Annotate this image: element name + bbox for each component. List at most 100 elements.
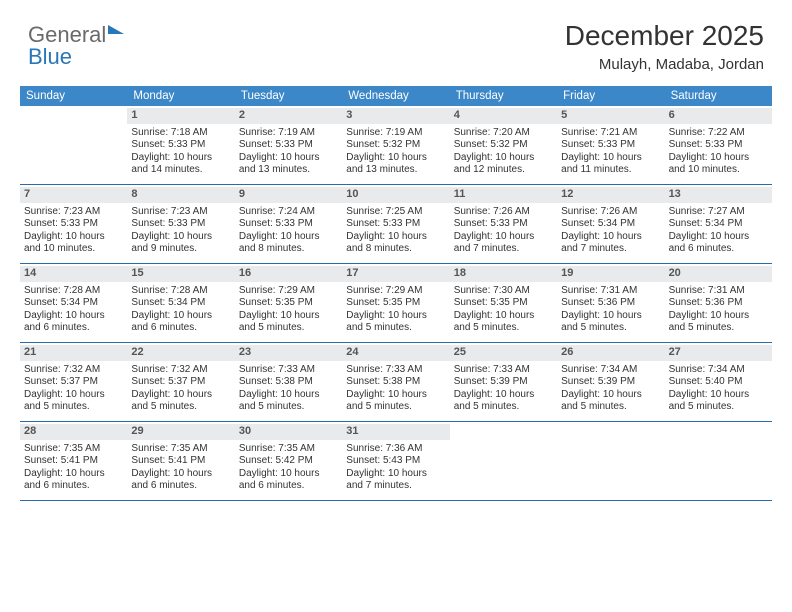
sunset-text: Sunset: 5:35 PM xyxy=(346,297,445,310)
daylight-text: Daylight: 10 hours and 6 minutes. xyxy=(24,468,123,493)
calendar-day: 29Sunrise: 7:35 AMSunset: 5:41 PMDayligh… xyxy=(127,422,234,500)
daylight-text: Daylight: 10 hours and 5 minutes. xyxy=(669,310,768,335)
weekday-label: Wednesday xyxy=(342,86,449,106)
sunrise-text: Sunrise: 7:29 AM xyxy=(239,285,338,298)
calendar-day: 23Sunrise: 7:33 AMSunset: 5:38 PMDayligh… xyxy=(235,343,342,421)
calendar: SundayMondayTuesdayWednesdayThursdayFrid… xyxy=(20,86,772,501)
day-number: 11 xyxy=(450,187,557,203)
day-number: 7 xyxy=(20,187,127,203)
calendar-day: 16 Sunrise: 7:29 AMSunset: 5:35 PMDayligh… xyxy=(235,264,342,342)
sunset-text: Sunset: 5:42 PM xyxy=(239,455,338,468)
sunrise-text: Sunrise: 7:23 AM xyxy=(24,206,123,219)
calendar-day: 6Sunrise: 7:22 AMSunset: 5:33 PMDaylight… xyxy=(665,106,772,184)
calendar-week: 21Sunrise: 7:32 AMSunset: 5:37 PMDayligh… xyxy=(20,343,772,422)
sunset-text: Sunset: 5:41 PM xyxy=(24,455,123,468)
sunrise-text: Sunrise: 7:34 AM xyxy=(561,364,660,377)
day-number: 25 xyxy=(450,345,557,361)
calendar-day: 11Sunrise: 7:26 AMSunset: 5:33 PMDayligh… xyxy=(450,185,557,263)
weekday-label: Friday xyxy=(557,86,664,106)
calendar-day: 27Sunrise: 7:34 AMSunset: 5:40 PMDayligh… xyxy=(665,343,772,421)
sunrise-text: Sunrise: 7:20 AM xyxy=(454,127,553,140)
weekday-label: Saturday xyxy=(665,86,772,106)
calendar-day: 7Sunrise: 7:23 AMSunset: 5:33 PMDaylight… xyxy=(20,185,127,263)
daylight-text: Daylight: 10 hours and 5 minutes. xyxy=(454,389,553,414)
day-number: 13 xyxy=(665,187,772,203)
calendar-day-empty xyxy=(557,422,664,500)
sunrise-text: Sunrise: 7:33 AM xyxy=(239,364,338,377)
daylight-text: Daylight: 10 hours and 11 minutes. xyxy=(561,152,660,177)
daylight-text: Daylight: 10 hours and 13 minutes. xyxy=(346,152,445,177)
calendar-day: 31 Sunrise: 7:36 AMSunset: 5:43 PMDayligh… xyxy=(342,422,449,500)
sunset-text: Sunset: 5:39 PM xyxy=(561,376,660,389)
sunset-text: Sunset: 5:40 PM xyxy=(669,376,768,389)
sunset-text: Sunset: 5:43 PM xyxy=(346,455,445,468)
calendar-day: 4Sunrise: 7:20 AMSunset: 5:32 PMDaylight… xyxy=(450,106,557,184)
day-number: 31 xyxy=(342,424,449,440)
sunrise-text: Sunrise: 7:19 AM xyxy=(239,127,338,140)
daylight-text: Daylight: 10 hours and 12 minutes. xyxy=(454,152,553,177)
sunrise-text: Sunrise: 7:35 AM xyxy=(24,443,123,456)
sunrise-text: Sunrise: 7:32 AM xyxy=(131,364,230,377)
sunset-text: Sunset: 5:36 PM xyxy=(561,297,660,310)
sunset-text: Sunset: 5:34 PM xyxy=(561,218,660,231)
calendar-day: 14Sunrise: 7:28 AMSunset: 5:34 PMDayligh… xyxy=(20,264,127,342)
calendar-day: 9Sunrise: 7:24 AMSunset: 5:33 PMDaylight… xyxy=(235,185,342,263)
daylight-text: Daylight: 10 hours and 7 minutes. xyxy=(346,468,445,493)
daylight-text: Daylight: 10 hours and 7 minutes. xyxy=(561,231,660,256)
sunrise-text: Sunrise: 7:31 AM xyxy=(561,285,660,298)
weekday-label: Tuesday xyxy=(235,86,342,106)
daylight-text: Daylight: 10 hours and 13 minutes. xyxy=(239,152,338,177)
sunset-text: Sunset: 5:33 PM xyxy=(131,139,230,152)
sunrise-text: Sunrise: 7:35 AM xyxy=(131,443,230,456)
calendar-day-empty xyxy=(450,422,557,500)
daylight-text: Daylight: 10 hours and 10 minutes. xyxy=(669,152,768,177)
sunrise-text: Sunrise: 7:36 AM xyxy=(346,443,445,456)
calendar-week: 28Sunrise: 7:35 AMSunset: 5:41 PMDayligh… xyxy=(20,422,772,501)
day-number: 20 xyxy=(665,266,772,282)
sunrise-text: Sunrise: 7:25 AM xyxy=(346,206,445,219)
day-number: 26 xyxy=(557,345,664,361)
day-number: 5 xyxy=(557,108,664,124)
sunset-text: Sunset: 5:34 PM xyxy=(24,297,123,310)
header-right: December 2025 Mulayh, Madaba, Jordan xyxy=(565,20,764,73)
daylight-text: Daylight: 10 hours and 6 minutes. xyxy=(669,231,768,256)
calendar-day: 18Sunrise: 7:30 AMSunset: 5:35 PMDayligh… xyxy=(450,264,557,342)
calendar-day: 19Sunrise: 7:31 AMSunset: 5:36 PMDayligh… xyxy=(557,264,664,342)
daylight-text: Daylight: 10 hours and 5 minutes. xyxy=(669,389,768,414)
calendar-day: 8Sunrise: 7:23 AMSunset: 5:33 PMDaylight… xyxy=(127,185,234,263)
calendar-day: 22Sunrise: 7:32 AMSunset: 5:37 PMDayligh… xyxy=(127,343,234,421)
sunrise-text: Sunrise: 7:31 AM xyxy=(669,285,768,298)
calendar-day: 20 Sunrise: 7:31 AMSunset: 5:36 PMDayligh… xyxy=(665,264,772,342)
sunrise-text: Sunrise: 7:28 AM xyxy=(24,285,123,298)
daylight-text: Daylight: 10 hours and 5 minutes. xyxy=(131,389,230,414)
calendar-day: 28Sunrise: 7:35 AMSunset: 5:41 PMDayligh… xyxy=(20,422,127,500)
calendar-week: 14Sunrise: 7:28 AMSunset: 5:34 PMDayligh… xyxy=(20,264,772,343)
sunset-text: Sunset: 5:35 PM xyxy=(239,297,338,310)
sunset-text: Sunset: 5:35 PM xyxy=(454,297,553,310)
sunset-text: Sunset: 5:41 PM xyxy=(131,455,230,468)
day-number: 16 xyxy=(235,266,342,282)
sunset-text: Sunset: 5:37 PM xyxy=(131,376,230,389)
calendar-day: 2Sunrise: 7:19 AMSunset: 5:33 PMDaylight… xyxy=(235,106,342,184)
calendar-day: 21Sunrise: 7:32 AMSunset: 5:37 PMDayligh… xyxy=(20,343,127,421)
daylight-text: Daylight: 10 hours and 9 minutes. xyxy=(131,231,230,256)
sunset-text: Sunset: 5:34 PM xyxy=(669,218,768,231)
daylight-text: Daylight: 10 hours and 5 minutes. xyxy=(239,310,338,335)
sunset-text: Sunset: 5:34 PM xyxy=(131,297,230,310)
daylight-text: Daylight: 10 hours and 5 minutes. xyxy=(346,310,445,335)
sunset-text: Sunset: 5:38 PM xyxy=(346,376,445,389)
sunset-text: Sunset: 5:36 PM xyxy=(669,297,768,310)
weekday-label: Thursday xyxy=(450,86,557,106)
day-number: 6 xyxy=(665,108,772,124)
sunrise-text: Sunrise: 7:19 AM xyxy=(346,127,445,140)
sunrise-text: Sunrise: 7:34 AM xyxy=(669,364,768,377)
sunset-text: Sunset: 5:39 PM xyxy=(454,376,553,389)
calendar-day: 17Sunrise: 7:29 AMSunset: 5:35 PMDayligh… xyxy=(342,264,449,342)
sunrise-text: Sunrise: 7:26 AM xyxy=(454,206,553,219)
calendar-weeks: 1Sunrise: 7:18 AMSunset: 5:33 PMDaylight… xyxy=(20,106,772,501)
day-number: 12 xyxy=(557,187,664,203)
daylight-text: Daylight: 10 hours and 5 minutes. xyxy=(239,389,338,414)
day-number: 18 xyxy=(450,266,557,282)
calendar-day-empty xyxy=(20,106,127,184)
sunset-text: Sunset: 5:33 PM xyxy=(24,218,123,231)
